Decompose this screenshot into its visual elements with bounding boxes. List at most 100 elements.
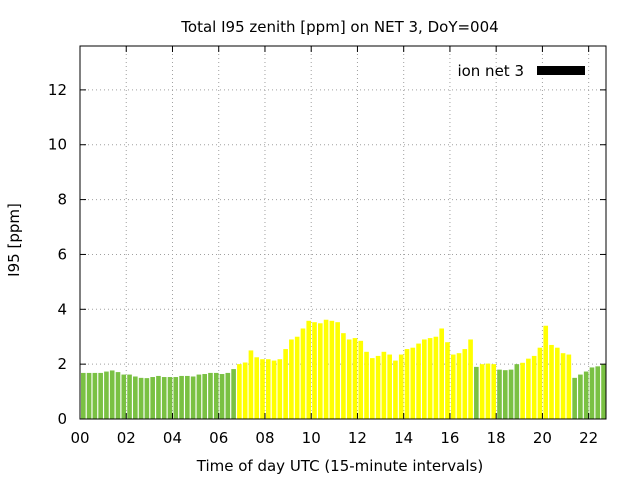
bar — [595, 366, 601, 419]
bar — [121, 374, 127, 419]
bar — [520, 362, 525, 419]
bar — [260, 359, 265, 419]
bars-group — [81, 319, 606, 419]
bar — [479, 364, 485, 419]
y-tick-label: 0 — [57, 410, 67, 428]
bar — [364, 351, 369, 419]
legend-label: ion net 3 — [457, 62, 524, 80]
legend-swatch — [537, 66, 585, 75]
x-tick-label: 04 — [163, 429, 182, 447]
bar — [543, 325, 549, 419]
bar — [104, 371, 109, 419]
y-axis-label: I95 [ppm] — [5, 203, 23, 277]
bar — [219, 374, 225, 419]
y-tick-label: 10 — [48, 136, 67, 154]
bar — [468, 339, 473, 419]
bar — [98, 372, 103, 419]
bar — [294, 336, 300, 419]
bar — [277, 359, 283, 419]
bar — [323, 319, 329, 419]
bar — [410, 347, 416, 419]
bar — [161, 377, 167, 419]
bar — [248, 350, 254, 419]
bar — [404, 349, 410, 419]
bar — [312, 322, 317, 419]
bar — [508, 369, 514, 419]
y-tick-label: 12 — [48, 81, 67, 99]
x-tick-label: 12 — [348, 429, 367, 447]
x-tick-label: 00 — [70, 429, 89, 447]
bar — [589, 367, 595, 419]
bar — [474, 366, 479, 419]
bar — [306, 320, 312, 419]
bar — [242, 362, 248, 419]
bar — [526, 358, 531, 419]
y-tick-label: 6 — [57, 245, 67, 263]
bar — [254, 357, 260, 419]
x-tick-labels: 00 02 04 06 08 10 12 14 16 18 20 22 — [70, 429, 598, 447]
bar — [92, 372, 98, 419]
bar — [352, 338, 358, 419]
bar — [156, 375, 161, 419]
bar — [81, 372, 86, 419]
bar — [601, 364, 606, 419]
bar — [381, 351, 387, 419]
x-tick-label: 06 — [209, 429, 228, 447]
bar — [202, 374, 207, 419]
bar — [358, 340, 364, 419]
bar — [554, 347, 560, 419]
bar — [445, 342, 450, 419]
bar — [578, 374, 583, 419]
bar — [450, 354, 456, 419]
bar — [329, 320, 335, 419]
x-tick-label: 02 — [117, 429, 136, 447]
bar — [346, 339, 352, 419]
bar — [133, 376, 138, 419]
bar — [289, 339, 294, 419]
bar — [109, 370, 115, 419]
bar — [335, 322, 340, 419]
bar — [416, 343, 421, 419]
bar — [185, 375, 190, 419]
bar — [208, 372, 213, 419]
y-tick-label: 4 — [57, 300, 67, 318]
bar — [196, 374, 202, 419]
bar — [167, 377, 173, 419]
bar — [283, 349, 288, 419]
plot-frame — [79, 45, 607, 420]
bar — [398, 354, 404, 419]
bar — [537, 347, 543, 419]
x-tick-label: 14 — [394, 429, 413, 447]
x-tick-label: 16 — [440, 429, 459, 447]
bar — [439, 328, 444, 419]
bar — [317, 323, 323, 419]
legend: ion net 3 — [457, 62, 585, 80]
bar — [225, 372, 231, 419]
y-tick-labels: 0 2 4 6 8 10 12 — [48, 81, 67, 428]
bar — [514, 364, 520, 419]
bar — [144, 378, 150, 419]
bar — [213, 372, 219, 419]
bar — [179, 375, 184, 419]
bar — [485, 363, 491, 419]
bar — [583, 371, 589, 419]
bar — [341, 333, 346, 419]
bar — [271, 360, 277, 419]
bar — [393, 360, 398, 419]
x-tick-label: 22 — [579, 429, 598, 447]
bar — [138, 377, 144, 419]
bar — [150, 377, 155, 419]
bar — [456, 353, 462, 419]
x-tick-label: 10 — [302, 429, 321, 447]
bar — [265, 359, 271, 419]
x-axis-label: Time of day UTC (15-minute intervals) — [196, 457, 483, 475]
bar — [300, 328, 306, 419]
bar — [572, 377, 577, 419]
bar — [127, 374, 132, 419]
bar — [173, 377, 179, 419]
bar — [427, 338, 433, 419]
y-tick-label: 2 — [57, 355, 67, 373]
x-tick-label: 18 — [487, 429, 506, 447]
bar — [86, 372, 92, 419]
bar — [115, 372, 121, 419]
